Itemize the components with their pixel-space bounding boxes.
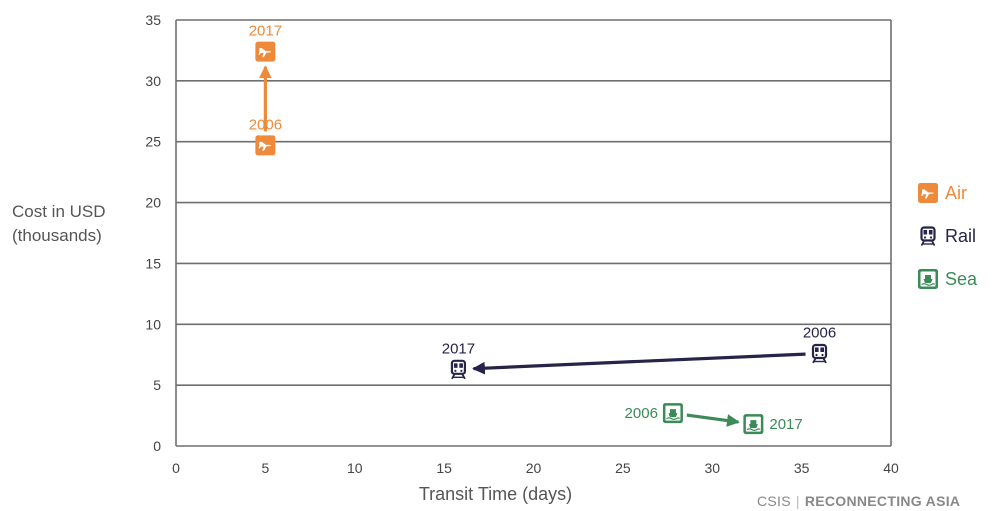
airplane-icon [255,41,276,62]
y-axis-label-line-1: Cost in USD [12,202,106,221]
legend: Air Rail Sea [918,180,977,309]
x-tick-label: 35 [794,460,810,476]
y-tick-label: 15 [145,255,161,271]
x-tick-label: 5 [261,460,269,476]
x-tick-label: 40 [883,460,899,476]
x-tick-label: 20 [526,460,542,476]
legend-item-sea: Sea [918,266,977,292]
air-point-2017 [255,41,276,62]
train-icon [920,226,936,246]
sea-point-2017 [743,414,764,435]
train-icon [811,343,828,364]
ship-icon [662,403,683,424]
data-label: 2006 [803,324,836,341]
y-tick-label: 35 [145,12,161,28]
sea-point-2006 [662,403,683,424]
x-tick-label: 30 [704,460,720,476]
legend-label-sea: Sea [945,268,978,289]
airplane-icon [255,135,276,156]
airplane-icon [918,183,938,203]
y-tick-label: 0 [153,438,161,454]
rail-trend-arrow [472,352,806,375]
train-icon [450,359,467,380]
legend-item-air: Air [918,180,977,206]
ship-icon [918,269,938,289]
data-label: 2006 [625,405,658,422]
legend-label-air: Air [945,182,967,203]
y-tick-label: 20 [145,195,161,211]
legend-label-rail: Rail [945,225,977,246]
source-project: RECONNECTING ASIA [804,493,961,509]
rail-point-2006 [811,343,828,364]
x-tick-label: 25 [615,460,631,476]
data-label: 2006 [249,116,282,133]
y-tick-label: 25 [145,134,161,150]
rail-point-2017 [450,359,467,380]
data-label: 2017 [249,23,282,40]
y-axis-label-line-2: (thousands) [12,226,102,245]
legend-item-rail: Rail [918,223,977,249]
y-tick-label: 30 [145,73,161,89]
x-tick-label: 10 [347,460,363,476]
x-tick-label: 0 [172,460,180,476]
ship-icon [918,269,938,289]
air-point-2006 [255,135,276,156]
airplane-icon [918,183,938,203]
data-label: 2017 [769,416,802,433]
train-icon [920,226,936,246]
ship-icon [743,414,764,435]
sea-trend-arrow [686,413,740,427]
data-label: 2017 [442,340,475,357]
source-credit: CSIS | RECONNECTING ASIA [757,493,961,509]
y-tick-label: 5 [153,377,161,393]
y-axis-label: Cost in USD (thousands) [12,200,162,248]
y-tick-label: 10 [145,316,161,332]
x-axis-label: Transit Time (days) [419,484,572,504]
source-org: CSIS [757,493,791,509]
x-tick-label: 15 [436,460,452,476]
